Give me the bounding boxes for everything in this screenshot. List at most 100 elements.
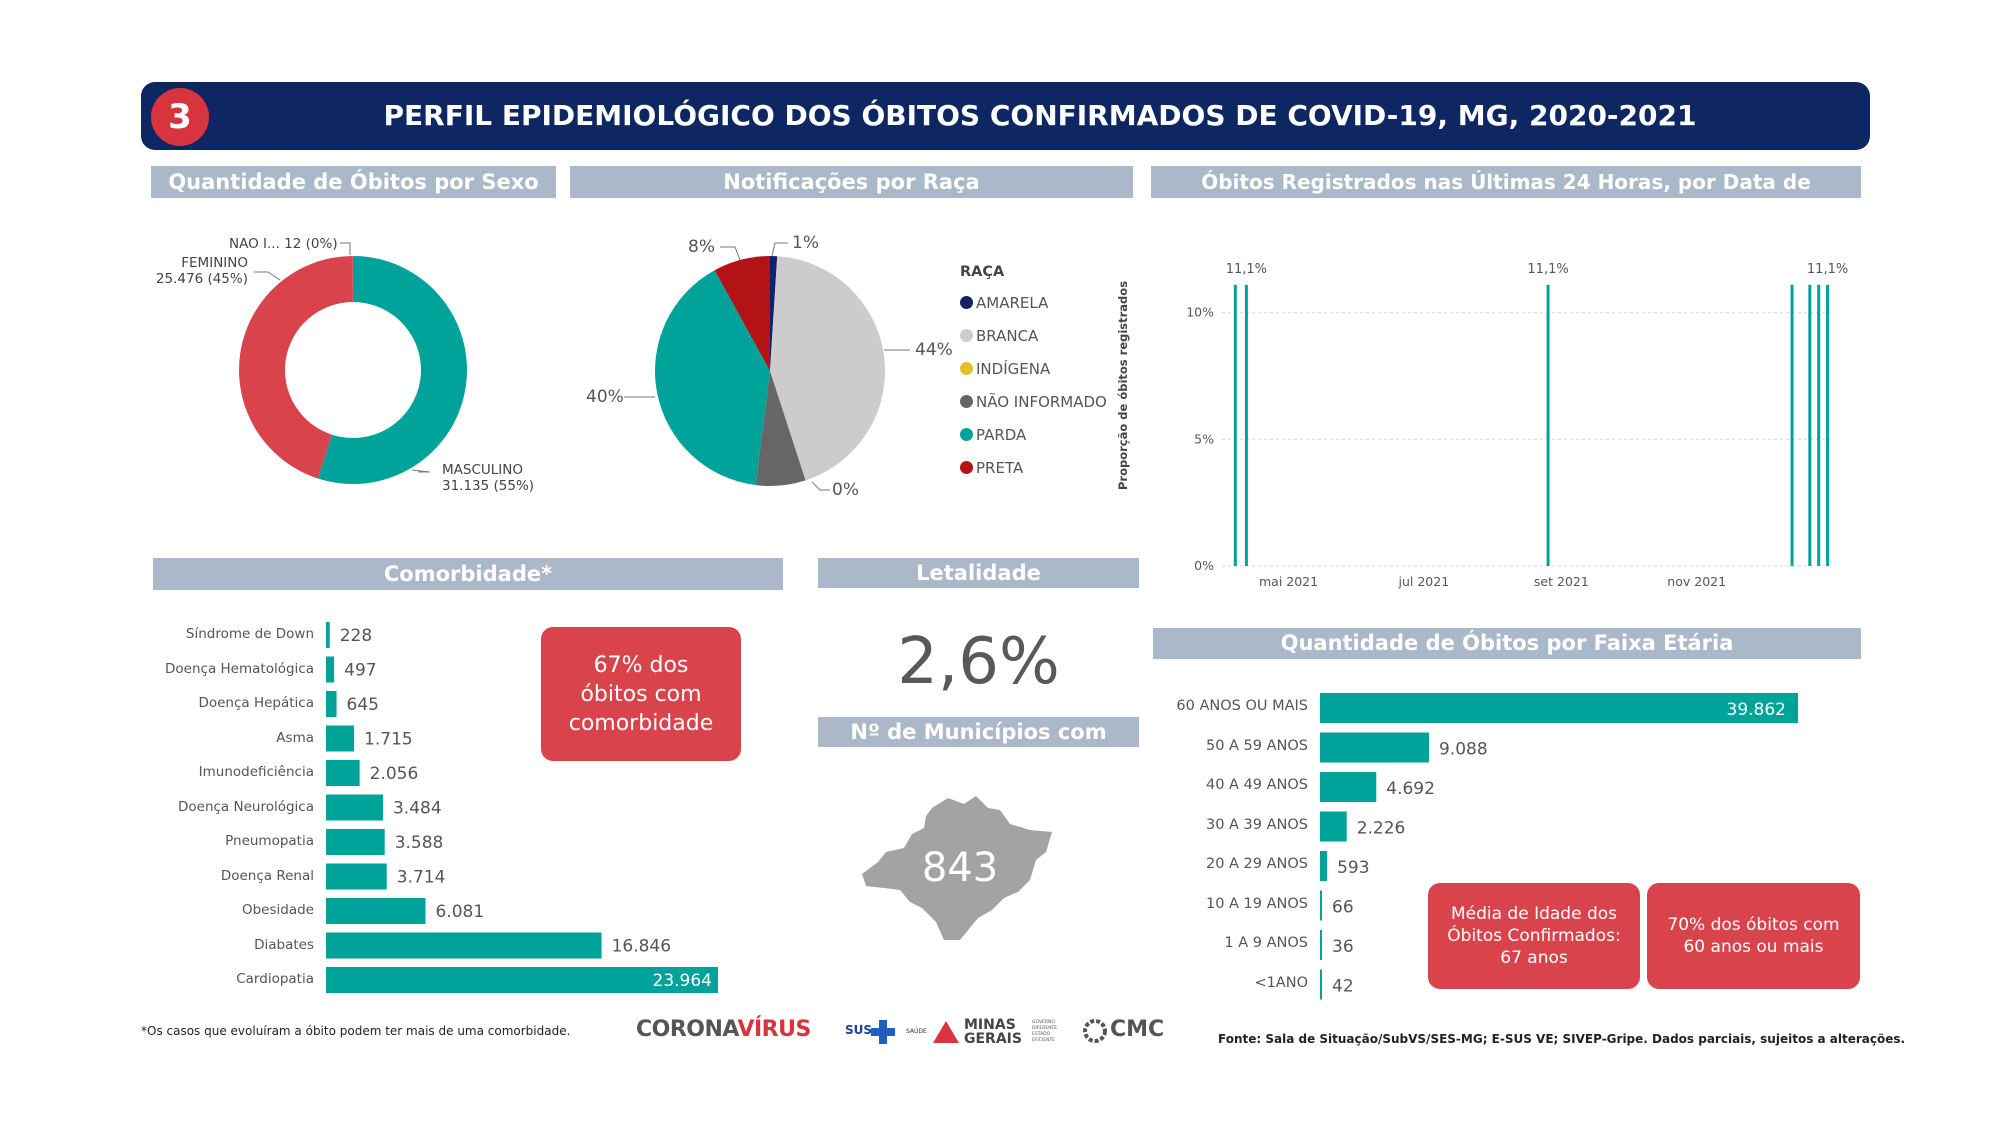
x-tick-label: nov 2021 xyxy=(1667,574,1726,589)
comorbidade-category-label: Doença Neurológica xyxy=(177,798,314,815)
faixa-value-label: 39.862 xyxy=(1727,700,1786,720)
comorbidade-bar xyxy=(326,691,337,717)
pie-slice-0 xyxy=(770,256,778,371)
legend-label: PARDA xyxy=(976,425,1027,444)
legend-label: PRETA xyxy=(976,458,1024,477)
pie-label-nao-informado: 0% xyxy=(832,480,859,500)
legend-item-4: PARDA xyxy=(960,418,1107,451)
y-tick-label: 0% xyxy=(1194,558,1214,573)
faixa-bar xyxy=(1320,890,1322,921)
legend-swatch xyxy=(960,395,973,408)
timeline-bar-1 xyxy=(1244,284,1248,566)
pie-label-amarela: 1% xyxy=(792,233,819,253)
leader-line-nao xyxy=(340,242,351,255)
pie-slice-4 xyxy=(654,270,770,486)
pie-slice-3 xyxy=(755,371,806,486)
media-idade-callout: Média de Idade dos Óbitos Confirmados: 6… xyxy=(1428,883,1640,989)
minas-gerais-logo: MINAS GERAIS xyxy=(964,1017,1022,1047)
footnote: *Os casos que evoluíram a óbito podem te… xyxy=(141,1024,571,1038)
comorbidade-bar xyxy=(326,622,330,648)
comorbidade-value-label: 228 xyxy=(340,626,372,646)
pie-label-parda: 40% xyxy=(586,387,624,407)
legend-item-5: PRETA xyxy=(960,451,1107,484)
comorbidade-bar xyxy=(326,863,387,890)
faixa-bar xyxy=(1320,693,1798,723)
comorbidade-category-label: Asma xyxy=(276,729,314,746)
comorbidade-value-label: 497 xyxy=(344,661,376,681)
faixa-category-label: 1 A 9 ANOS xyxy=(1224,935,1308,951)
comorbidade-category-label: Síndrome de Down xyxy=(185,626,314,642)
legend-item-3: NÃO INFORMADO xyxy=(960,385,1107,418)
comorbidade-category-label: Doença Hematológica xyxy=(165,660,314,677)
comorbidade-bar xyxy=(326,967,718,993)
faixa-value-label: 9.088 xyxy=(1439,740,1488,760)
leader-line-preta xyxy=(720,246,741,261)
faixa-category-label: 20 A 29 ANOS xyxy=(1205,856,1308,872)
legend-item-2: INDÍGENA xyxy=(960,352,1107,385)
legend-swatch xyxy=(960,329,973,342)
title-banner xyxy=(141,82,1870,150)
sus-cross-icon xyxy=(871,1020,895,1044)
section-header-faixa: Quantidade de Óbitos por Faixa Etária xyxy=(1153,628,1861,659)
cmc-logo: CMC xyxy=(1110,1017,1165,1042)
comorbidade-value-label: 6.081 xyxy=(435,902,484,922)
legend-label: AMARELA xyxy=(976,293,1049,312)
saude-label: SAÚDE xyxy=(906,1028,927,1035)
comorbidade-category-label: Doença Hepática xyxy=(198,695,314,711)
faixa-bar xyxy=(1320,772,1377,802)
comorbidade-value-label: 645 xyxy=(347,695,379,715)
legend-item-0: AMARELA xyxy=(960,286,1107,319)
legend-raca: RAÇA AMARELA BRANCA INDÍGENA NÃO INFORMADO P… xyxy=(960,264,1107,484)
faixa-category-label: 30 A 39 ANOS xyxy=(1205,816,1308,833)
comorbidade-category-label: Pneumopatia xyxy=(225,833,314,849)
source-note: Fonte: Sala de Situação/SubVS/SES-MG; E-… xyxy=(1218,1032,1906,1046)
cmc-emblem-icon xyxy=(1083,1019,1107,1043)
comorbidade-value-label: 16.846 xyxy=(612,937,671,957)
x-tick-label: set 2021 xyxy=(1534,574,1589,589)
minas-triangle-icon xyxy=(933,1021,959,1043)
leader-line-amarela xyxy=(771,242,788,257)
comorbidade-callout: 67% dos óbitos com comorbidade xyxy=(541,627,741,761)
donut-label-nao-informado: NAO I... 12 (0%) xyxy=(229,236,338,252)
comorbidade-value-label: 23.964 xyxy=(653,971,712,991)
donut-label-masculino: MASCULINO 31.135 (55%) xyxy=(442,462,535,494)
y-tick-label: 5% xyxy=(1194,431,1214,446)
faixa-value-label: 4.692 xyxy=(1386,779,1435,799)
faixa-value-label: 2.226 xyxy=(1357,819,1406,839)
faixa-value-label: 36 xyxy=(1332,937,1354,957)
faixa-bar xyxy=(1320,930,1322,960)
timeline-bar-6 xyxy=(1826,284,1830,566)
timeline-bar-2 xyxy=(1546,284,1550,566)
comorbidade-category-label: Doença Renal xyxy=(220,867,314,884)
donut-slice-0 xyxy=(317,256,467,484)
section-header-sexo: Quantidade de Óbitos por Sexo xyxy=(151,166,556,198)
comorbidade-category-label: Diabates xyxy=(254,936,314,953)
legend-label: NÃO INFORMADO xyxy=(976,392,1107,411)
faixa-category-label: <1ANO xyxy=(1254,974,1308,991)
comorbidade-bar xyxy=(326,932,602,959)
comorbidade-category-label: Imunodeficiência xyxy=(198,764,314,780)
comorbidade-value-label: 3.714 xyxy=(397,868,446,888)
comorbidade-bar xyxy=(326,725,355,752)
section-header-raca: Notificações por Raça xyxy=(570,166,1133,198)
timeline-bar-4 xyxy=(1808,284,1812,566)
comorbidade-bar xyxy=(326,760,360,786)
comorbidade-category-label: Obesidade xyxy=(241,902,314,918)
municipios-value: 843 xyxy=(921,845,999,891)
timeline-data-label: 11,1% xyxy=(1226,262,1267,277)
comorbidade-bar xyxy=(326,898,426,924)
legend-swatch xyxy=(960,428,973,441)
timeline-bar-3 xyxy=(1790,284,1794,566)
faixa-bar xyxy=(1320,851,1328,881)
setenta-callout: 70% dos óbitos com 60 anos ou mais xyxy=(1647,883,1860,989)
comorbidade-category-label: Cardiopatia xyxy=(236,971,314,987)
faixa-bar xyxy=(1320,732,1429,763)
legend-label: INDÍGENA xyxy=(976,359,1051,378)
pie-label-preta: 8% xyxy=(688,237,715,257)
comorbidade-bar xyxy=(326,794,383,821)
